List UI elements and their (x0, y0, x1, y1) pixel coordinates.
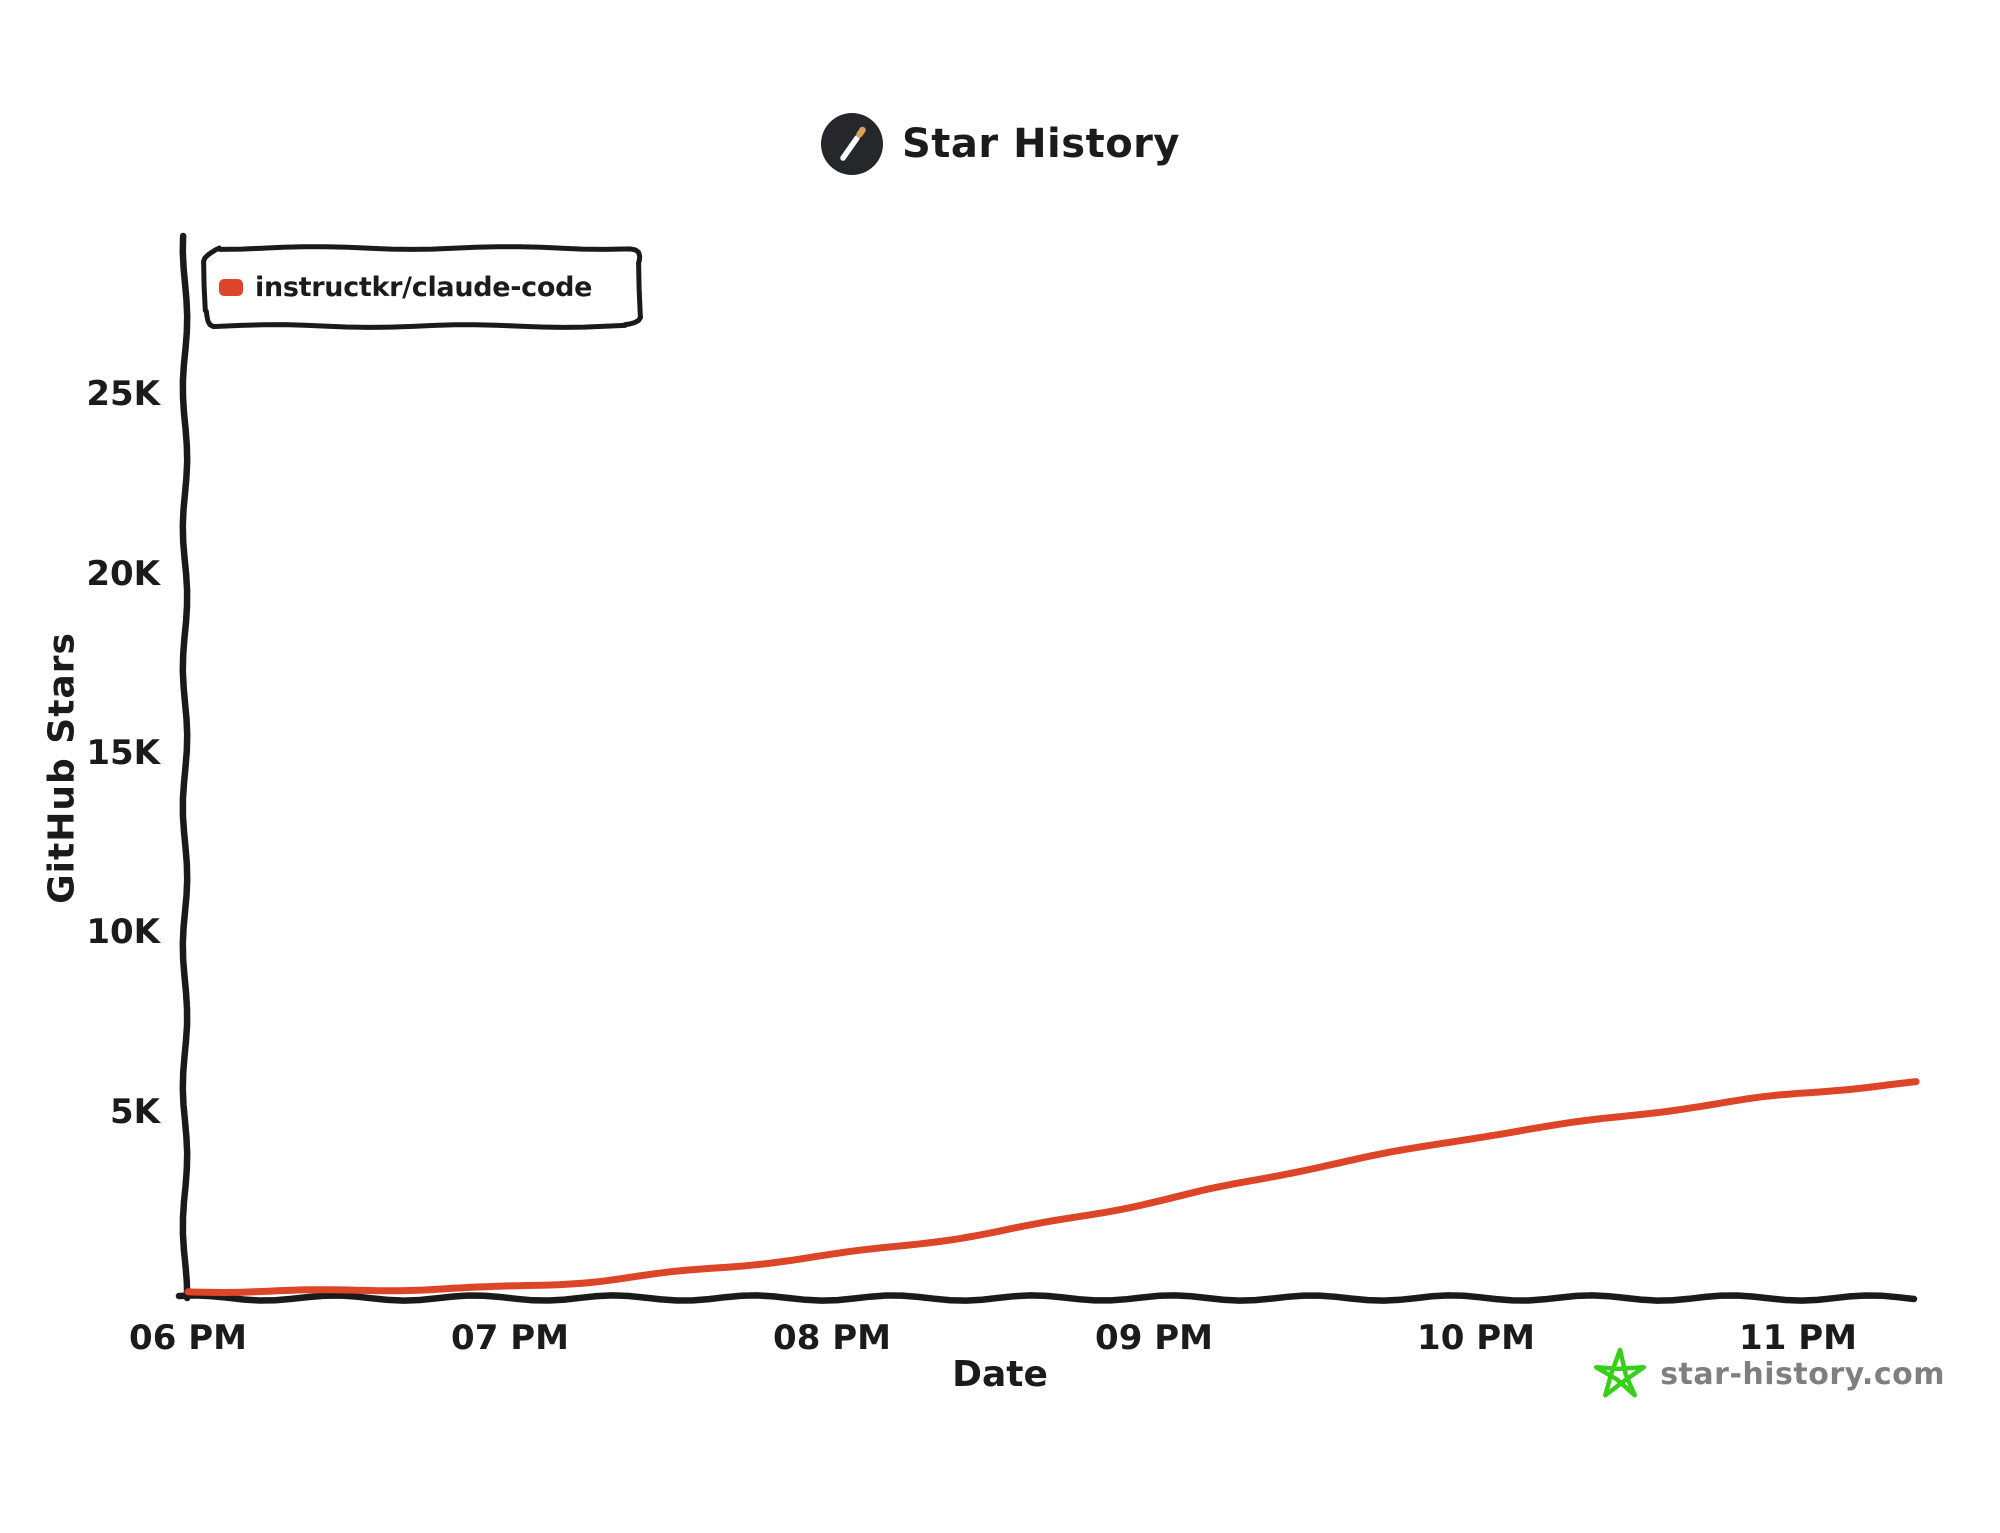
y-tick-label: 5K (109, 1092, 160, 1132)
y-tick-label: 10K (86, 912, 160, 952)
page-title: Star History (902, 121, 1180, 167)
x-axis-line (175, 1292, 1918, 1304)
star-history-logo-icon (821, 113, 883, 175)
x-tick-label: 11 PM (1739, 1318, 1857, 1358)
y-tick-label: 20K (86, 554, 160, 594)
series-line-instructkr-claude-code (184, 1078, 1920, 1296)
watermark: star-history.com (1592, 1344, 1945, 1404)
legend-label: instructkr/claude-code (255, 271, 593, 303)
watermark-text: star-history.com (1660, 1356, 1945, 1392)
page-header: Star History (0, 112, 2000, 176)
y-tick-label: 25K (86, 374, 160, 414)
green-star-icon (1594, 1347, 1647, 1398)
x-tick-label: 07 PM (451, 1318, 569, 1358)
wand-icon (840, 135, 860, 161)
legend-border (201, 244, 643, 330)
x-axis-title: Date (952, 1354, 1048, 1395)
wand-tip (856, 126, 866, 138)
x-tick-label: 10 PM (1417, 1318, 1535, 1358)
x-tick-label: 06 PM (129, 1318, 247, 1358)
legend: instructkr/claude-code (205, 248, 640, 326)
x-tick-label: 09 PM (1095, 1318, 1213, 1358)
y-axis-line (179, 232, 191, 1302)
y-tick-label: 15K (86, 733, 160, 773)
green-star-path (1594, 1347, 1647, 1398)
legend-marker (219, 278, 243, 296)
x-tick-label: 08 PM (773, 1318, 891, 1358)
